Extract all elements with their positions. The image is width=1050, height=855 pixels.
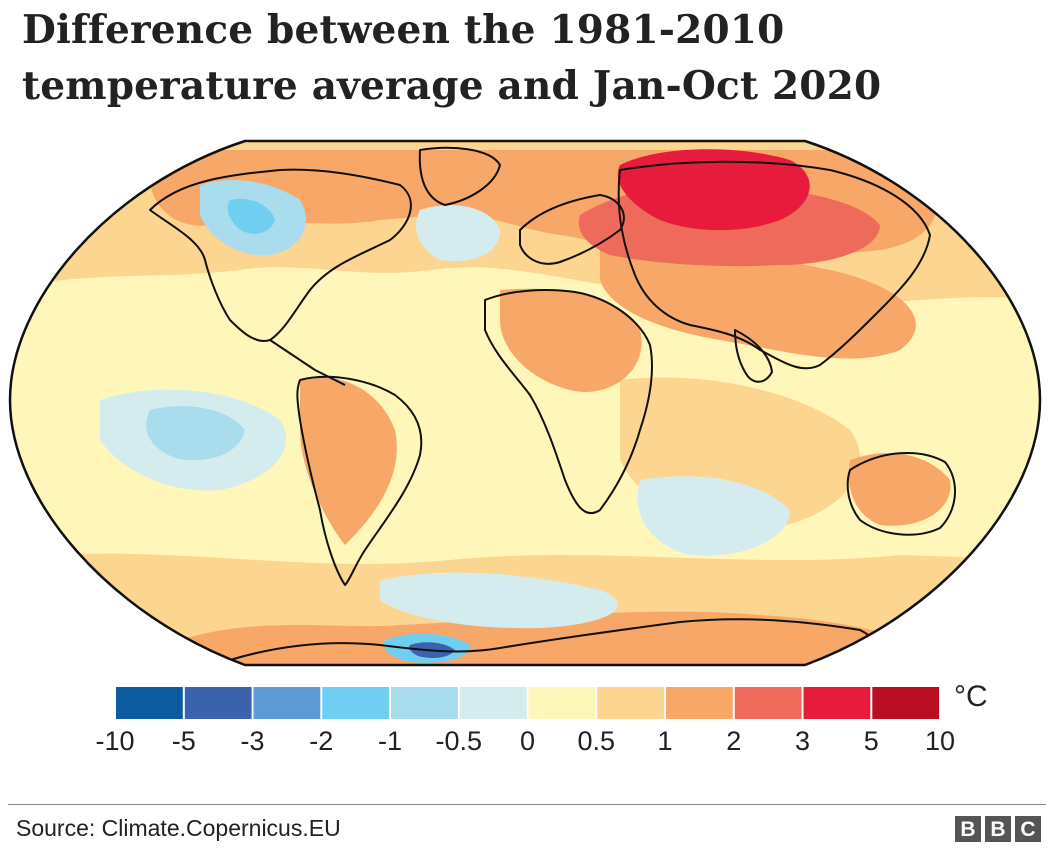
legend-tick-label: 3 xyxy=(794,726,811,756)
legend-color-bar xyxy=(116,687,940,719)
coast-australia xyxy=(846,452,957,536)
legend-swatch xyxy=(184,687,252,719)
legend-swatch xyxy=(459,687,527,719)
legend-tick-label: -10 xyxy=(95,726,135,756)
legend-tick-label: -1 xyxy=(377,726,403,756)
warmer-region-antarctic xyxy=(150,611,960,665)
legend-swatch xyxy=(597,687,665,719)
hotter-region-siberia xyxy=(617,149,810,231)
legend-tick-label: 10 xyxy=(924,726,956,756)
legend-swatch xyxy=(253,687,321,719)
coast-africa xyxy=(484,289,653,515)
title-line-1: Difference between the 1981-2010 xyxy=(22,7,785,53)
legend-tick-label: 0 xyxy=(519,726,536,756)
legend-tick-label: 2 xyxy=(726,726,742,756)
logo-letter: B xyxy=(955,816,981,842)
warmer-region-asia xyxy=(600,248,916,359)
coast-south-america xyxy=(296,375,423,586)
legend-tick-label: -2 xyxy=(309,726,334,756)
legend-tick-label: -5 xyxy=(171,726,196,756)
source-note: Source: Climate.Copernicus.EU xyxy=(16,815,341,841)
warmer-region-australia xyxy=(848,452,951,526)
legend-tick-label: 0.5 xyxy=(577,726,616,756)
coast-europe xyxy=(519,194,625,265)
legend-tick-label: -3 xyxy=(240,726,265,756)
legend-tick-label: -0.5 xyxy=(435,726,483,756)
legend-tick-label: 1 xyxy=(657,726,673,756)
footer-divider xyxy=(8,804,1046,805)
legend-swatch xyxy=(391,687,458,719)
legend-swatch xyxy=(528,687,596,719)
cool-region-indian xyxy=(637,476,790,556)
cool-region-atlantic xyxy=(416,205,500,262)
map-title: Difference between the 1981-2010 tempera… xyxy=(22,2,1022,114)
legend-tick-label: 5 xyxy=(863,726,879,756)
legend-unit-label: °C xyxy=(954,680,988,713)
legend-swatch xyxy=(322,687,390,719)
coast-central-america xyxy=(269,339,346,386)
coast-antarctica xyxy=(229,618,878,661)
cooler-region-pacific xyxy=(146,406,245,461)
logo-letter: B xyxy=(985,816,1011,842)
coast-india xyxy=(734,329,773,383)
legend-swatch xyxy=(734,687,802,719)
warmer-region-southamerica xyxy=(300,377,397,545)
legend-swatch xyxy=(666,687,733,719)
cold-region-north-america xyxy=(227,198,275,234)
bbc-logo: B B C xyxy=(955,816,1041,842)
map-border xyxy=(8,139,1042,667)
legend-swatch xyxy=(116,687,183,719)
coast-greenland xyxy=(418,146,501,206)
coast-north-america xyxy=(149,168,412,342)
coastlines xyxy=(149,146,957,661)
logo-letter: C xyxy=(1015,816,1041,842)
legend-swatch xyxy=(803,687,871,719)
legend-swatch xyxy=(872,687,940,719)
title-line-2: temperature average and Jan-Oct 2020 xyxy=(22,63,882,109)
warmer-region-africa xyxy=(500,288,642,392)
cool-region-south-atlantic xyxy=(380,572,618,629)
anomaly-field xyxy=(10,141,1040,665)
coast-asia xyxy=(617,160,931,370)
